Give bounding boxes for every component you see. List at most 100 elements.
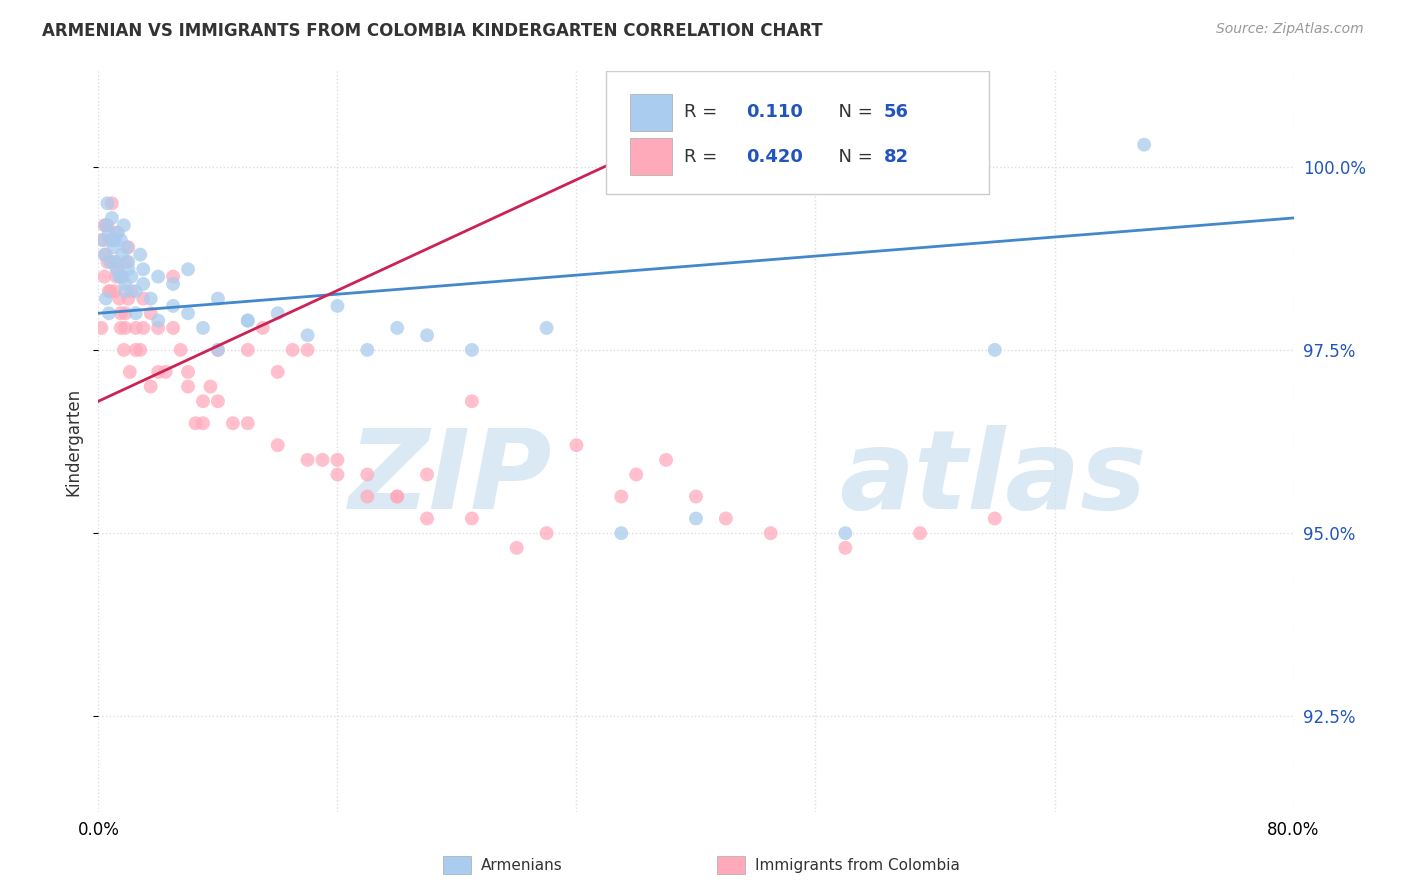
- Point: [685, 490, 707, 504]
- Point: [132, 292, 155, 306]
- Y-axis label: Kindergarten: Kindergarten: [65, 387, 83, 496]
- Point: [908, 526, 931, 541]
- Point: [117, 255, 139, 269]
- Point: [115, 255, 138, 269]
- Point: [111, 269, 134, 284]
- FancyBboxPatch shape: [630, 94, 672, 130]
- Point: [297, 328, 319, 343]
- Point: [326, 467, 349, 482]
- Point: [1133, 137, 1156, 152]
- Point: [759, 526, 782, 541]
- Point: [105, 262, 128, 277]
- Point: [90, 321, 112, 335]
- Point: [236, 416, 259, 430]
- Text: Armenians: Armenians: [481, 858, 562, 872]
- Point: [132, 277, 155, 291]
- Point: [96, 255, 118, 269]
- Point: [252, 321, 274, 335]
- Point: [169, 343, 191, 357]
- Point: [565, 438, 588, 452]
- Point: [311, 453, 333, 467]
- Point: [461, 511, 484, 525]
- Point: [97, 285, 120, 299]
- Point: [139, 306, 162, 320]
- Point: [107, 262, 129, 277]
- Point: [326, 299, 349, 313]
- Point: [117, 292, 139, 306]
- Text: ZIP: ZIP: [349, 425, 553, 532]
- Point: [98, 233, 122, 247]
- Point: [93, 219, 115, 233]
- Point: [984, 343, 1007, 357]
- Point: [200, 379, 222, 393]
- Point: [148, 313, 170, 327]
- Point: [356, 490, 378, 504]
- Point: [461, 343, 484, 357]
- Point: [191, 394, 214, 409]
- Point: [132, 321, 155, 335]
- Point: [117, 240, 139, 254]
- Point: [114, 321, 136, 335]
- Point: [97, 226, 120, 240]
- Point: [356, 343, 378, 357]
- Point: [103, 255, 125, 269]
- Point: [297, 453, 319, 467]
- Point: [177, 306, 200, 320]
- Point: [120, 269, 142, 284]
- Point: [103, 240, 125, 254]
- Point: [177, 262, 200, 277]
- Point: [104, 285, 127, 299]
- Point: [461, 394, 484, 409]
- Point: [506, 541, 529, 555]
- Point: [114, 285, 136, 299]
- Point: [91, 233, 114, 247]
- Point: [984, 511, 1007, 525]
- Point: [297, 343, 319, 357]
- FancyBboxPatch shape: [630, 138, 672, 175]
- Text: ARMENIAN VS IMMIGRANTS FROM COLOMBIA KINDERGARTEN CORRELATION CHART: ARMENIAN VS IMMIGRANTS FROM COLOMBIA KIN…: [42, 22, 823, 40]
- Point: [101, 196, 124, 211]
- Text: 0.420: 0.420: [747, 147, 803, 166]
- Point: [94, 292, 117, 306]
- Point: [110, 233, 132, 247]
- Point: [655, 453, 678, 467]
- Point: [112, 219, 135, 233]
- Point: [115, 240, 138, 254]
- Point: [714, 511, 737, 525]
- Point: [177, 379, 200, 393]
- Point: [416, 511, 439, 525]
- Point: [148, 321, 170, 335]
- Point: [148, 365, 170, 379]
- Point: [610, 526, 633, 541]
- Point: [222, 416, 245, 430]
- Point: [416, 467, 439, 482]
- Point: [207, 394, 229, 409]
- Point: [105, 269, 128, 284]
- Point: [114, 277, 136, 291]
- Point: [610, 490, 633, 504]
- Point: [93, 247, 115, 261]
- Text: R =: R =: [685, 103, 728, 121]
- Point: [94, 219, 117, 233]
- Point: [112, 343, 135, 357]
- Point: [97, 306, 120, 320]
- Point: [105, 255, 128, 269]
- Point: [103, 233, 125, 247]
- Text: atlas: atlas: [839, 425, 1147, 532]
- Text: N =: N =: [827, 103, 879, 121]
- Point: [385, 490, 409, 504]
- Point: [236, 313, 259, 327]
- Point: [125, 285, 148, 299]
- Point: [385, 490, 409, 504]
- Point: [356, 467, 378, 482]
- Point: [91, 233, 114, 247]
- Point: [536, 321, 558, 335]
- Point: [267, 306, 290, 320]
- Point: [118, 365, 141, 379]
- Point: [184, 416, 207, 430]
- Point: [834, 526, 856, 541]
- Point: [101, 211, 124, 225]
- Point: [162, 277, 184, 291]
- Point: [267, 438, 290, 452]
- Point: [191, 321, 214, 335]
